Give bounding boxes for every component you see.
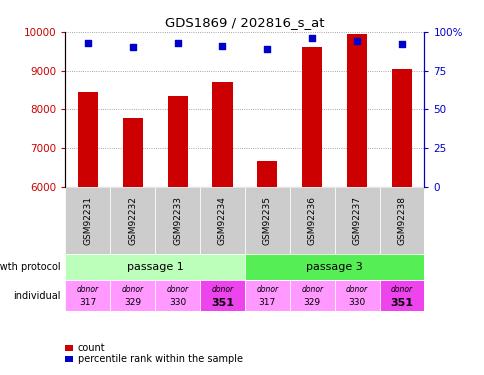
Text: 329: 329 [124, 298, 141, 307]
Text: 317: 317 [258, 298, 275, 307]
Text: GSM92235: GSM92235 [262, 196, 272, 245]
Bar [244, 254, 424, 280]
Point [173, 40, 181, 46]
Point [397, 41, 405, 47]
Bar [122, 118, 143, 187]
Text: 351: 351 [211, 297, 233, 307]
Text: individual: individual [14, 291, 61, 301]
Text: GSM92231: GSM92231 [83, 196, 92, 245]
Text: donor: donor [121, 285, 144, 294]
Point [84, 40, 91, 46]
Text: GSM92232: GSM92232 [128, 196, 137, 245]
Text: passage 3: passage 3 [305, 262, 363, 272]
Text: count: count [77, 343, 105, 353]
Text: 351: 351 [390, 297, 412, 307]
Bar [378, 187, 424, 254]
Bar [200, 280, 244, 311]
Bar [155, 280, 200, 311]
Bar [65, 187, 110, 254]
Text: percentile rank within the sample: percentile rank within the sample [77, 354, 242, 364]
Bar [334, 187, 378, 254]
Bar [212, 81, 232, 187]
Bar [257, 161, 277, 187]
Bar [391, 69, 411, 187]
Bar [110, 280, 155, 311]
Bar [302, 46, 322, 187]
Bar [346, 34, 366, 187]
Text: 330: 330 [168, 298, 186, 307]
Text: 330: 330 [348, 298, 365, 307]
Text: GSM92236: GSM92236 [307, 196, 316, 245]
Text: passage 1: passage 1 [126, 262, 183, 272]
Bar [155, 187, 200, 254]
Text: donor: donor [76, 285, 99, 294]
Bar [289, 187, 334, 254]
Text: GSM92238: GSM92238 [396, 196, 406, 245]
Text: 329: 329 [303, 298, 320, 307]
Text: growth protocol: growth protocol [0, 262, 61, 272]
Bar [334, 280, 378, 311]
Text: donor: donor [390, 285, 412, 294]
Bar [77, 92, 98, 187]
Bar [167, 96, 187, 187]
Text: GSM92233: GSM92233 [173, 196, 182, 245]
Bar [110, 187, 155, 254]
Bar [289, 280, 334, 311]
Bar [244, 280, 289, 311]
Text: GSM92234: GSM92234 [217, 196, 227, 245]
Point [308, 35, 316, 41]
Text: donor: donor [301, 285, 323, 294]
Text: donor: donor [345, 285, 367, 294]
Point [218, 43, 226, 49]
Text: donor: donor [166, 285, 188, 294]
Bar [378, 280, 424, 311]
Bar [200, 187, 244, 254]
Bar [65, 280, 110, 311]
Point [129, 44, 136, 50]
Bar [244, 187, 289, 254]
Bar [65, 254, 244, 280]
Point [263, 46, 271, 52]
Text: 317: 317 [79, 298, 96, 307]
Text: donor: donor [256, 285, 278, 294]
Point [352, 38, 360, 44]
Text: donor: donor [211, 285, 233, 294]
Text: GSM92237: GSM92237 [352, 196, 361, 245]
Title: GDS1869 / 202816_s_at: GDS1869 / 202816_s_at [165, 16, 324, 29]
